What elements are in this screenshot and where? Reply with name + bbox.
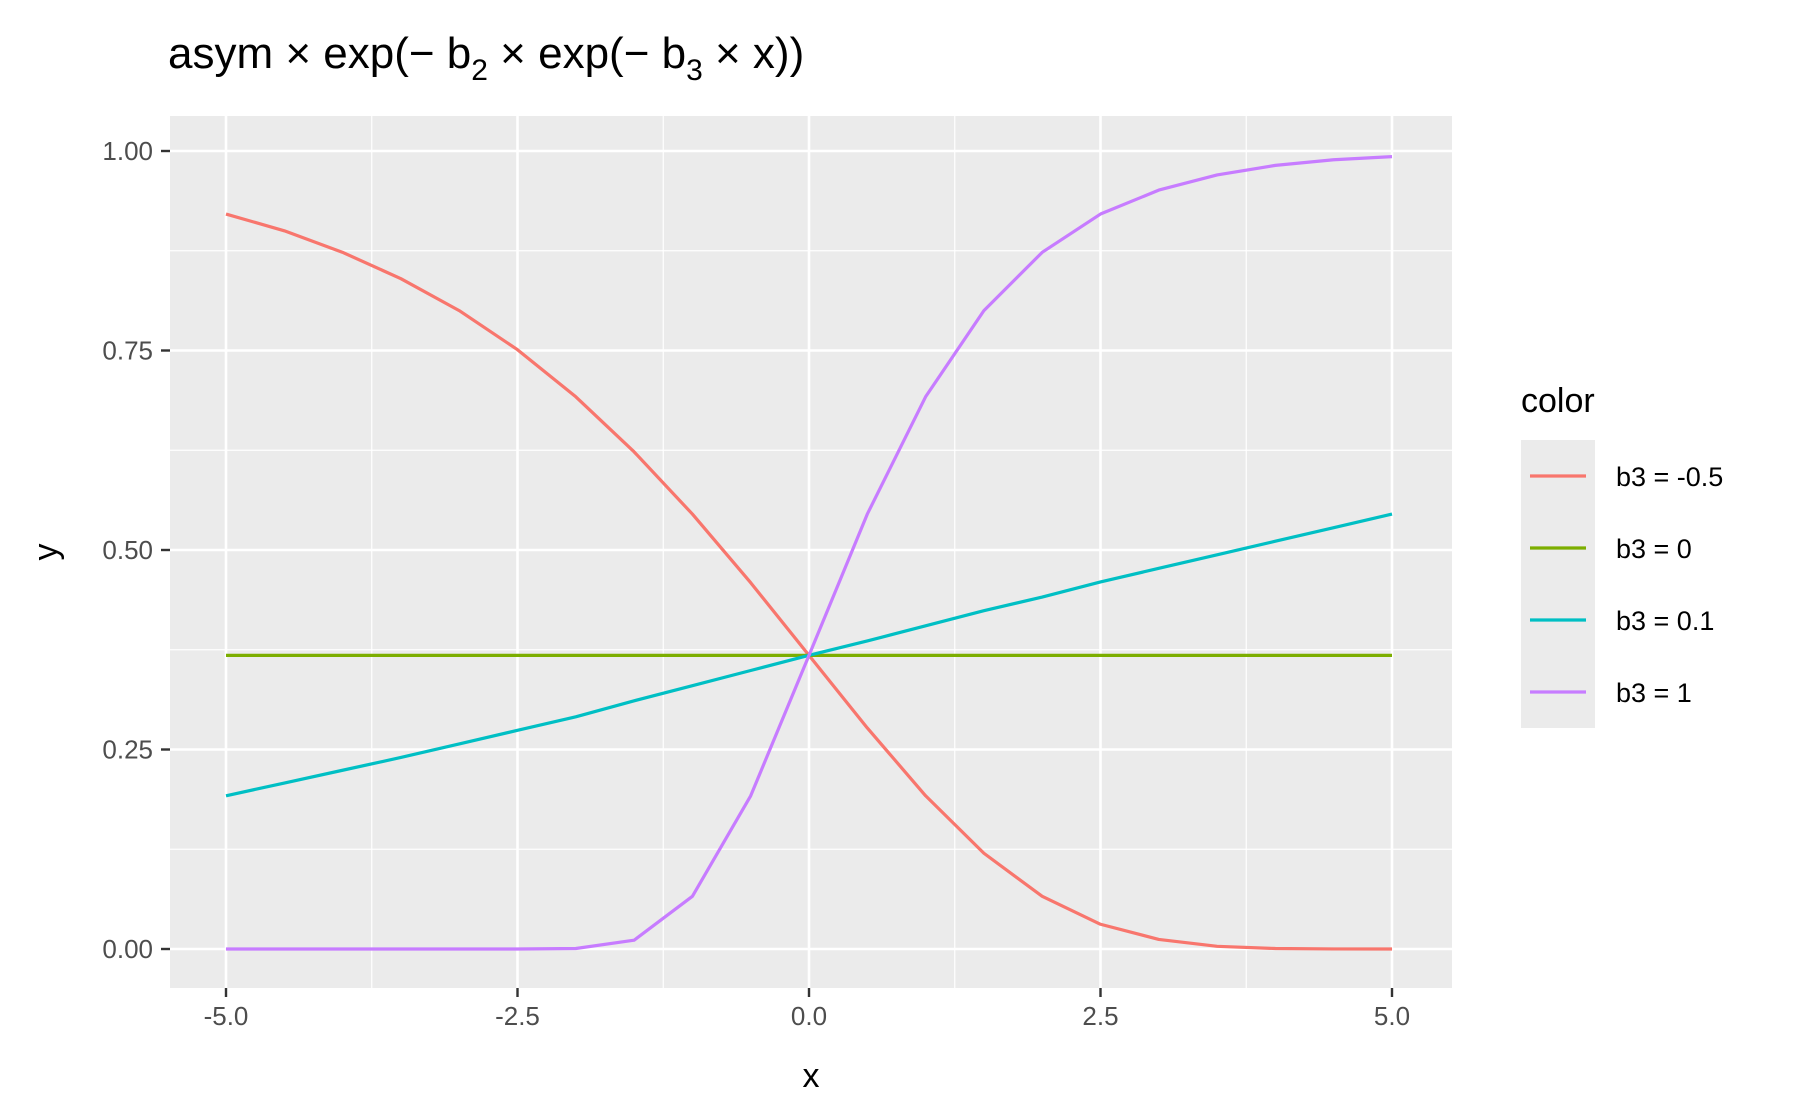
title-subscript-2: 2 [471,54,488,87]
y-axis-title: y [27,544,65,561]
series-line-4 [226,154,1393,951]
legend: b3 = -0.5 b3 = 0 b3 = 0.1 b3 = 1 [1530,462,1723,708]
x-tick-label: -5.0 [204,1001,249,1031]
title-subscript-3: 3 [686,54,703,87]
x-axis-title: x [803,1057,820,1095]
legend-label: b3 = 1 [1616,678,1692,708]
title-part-end: × x)) [703,29,804,78]
plot-panel [170,116,1452,988]
series-lines [225,154,1393,951]
legend-key-background [1521,440,1595,728]
y-axis: 0.00 0.25 0.50 0.75 1.00 [102,136,170,964]
chart-title: asym × exp(− b2 × exp(− b3 × x)) [168,29,804,87]
y-tick-label: 0.50 [102,535,153,565]
x-tick-label: 0.0 [791,1001,827,1031]
title-part-base: asym × exp(− b [168,29,471,78]
y-tick-label: 1.00 [102,136,153,166]
y-tick-label: 0.25 [102,735,153,765]
y-tick-label: 0.75 [102,336,153,366]
y-tick-label: 0.00 [102,934,153,964]
x-tick-label: -2.5 [495,1001,540,1031]
x-tick-label: 5.0 [1374,1001,1410,1031]
x-axis: -5.0 -2.5 0.0 2.5 5.0 [204,988,1410,1031]
legend-label: b3 = 0.1 [1616,606,1714,636]
x-tick-label: 2.5 [1082,1001,1118,1031]
title-part-mid: × exp(− b [488,29,686,78]
legend-label: b3 = 0 [1616,534,1692,564]
legend-label: b3 = -0.5 [1616,462,1723,492]
legend-title: color [1521,382,1595,420]
